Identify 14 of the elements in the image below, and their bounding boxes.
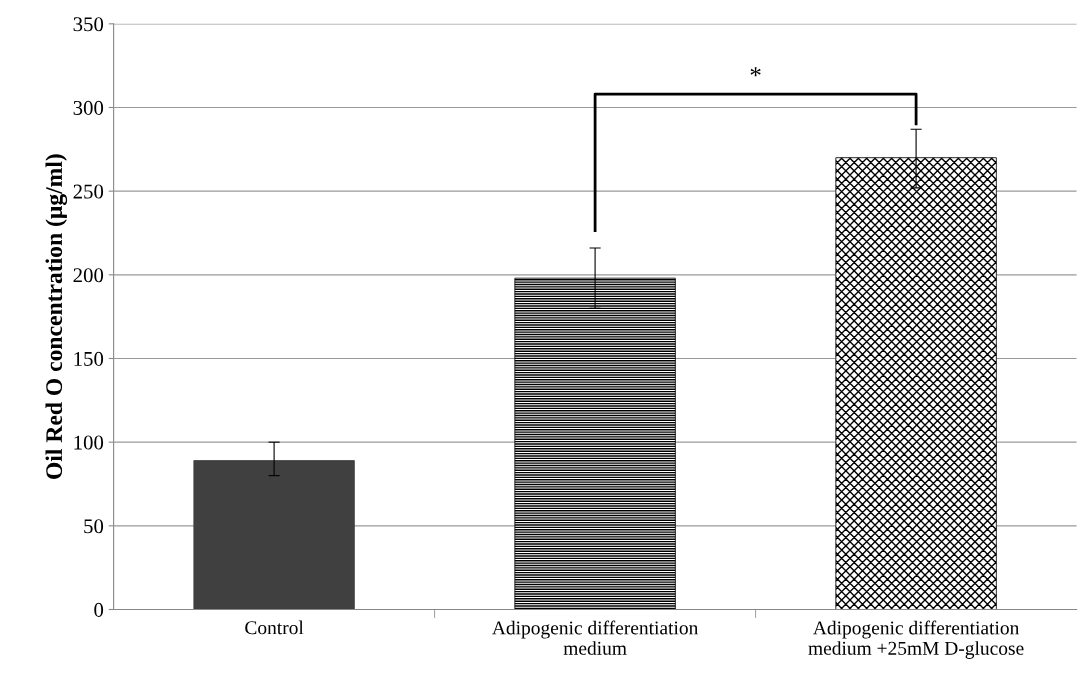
y-tick-label: 200 — [73, 268, 104, 283]
y-tick-label: 250 — [73, 184, 104, 199]
y-tick-label: 150 — [74, 351, 104, 366]
y-tick-label: 300 — [73, 100, 104, 115]
x-tick-label: Adipogenic differentiation medium — [492, 620, 699, 655]
y-tick-label: 100 — [74, 435, 104, 450]
x-tick-label: Control — [245, 620, 304, 635]
y-axis-title: Oil Red O concentration (μg/ml) — [45, 154, 68, 479]
x-tick-label: Adipogenic differentiation medium +25mM D-glucose — [808, 620, 1024, 659]
y-tick-label: 0 — [94, 602, 104, 617]
bar — [193, 460, 355, 610]
y-tick-label: 50 — [84, 519, 104, 534]
y-tick-label: 350 — [73, 17, 104, 32]
annotation: * — [750, 67, 761, 77]
